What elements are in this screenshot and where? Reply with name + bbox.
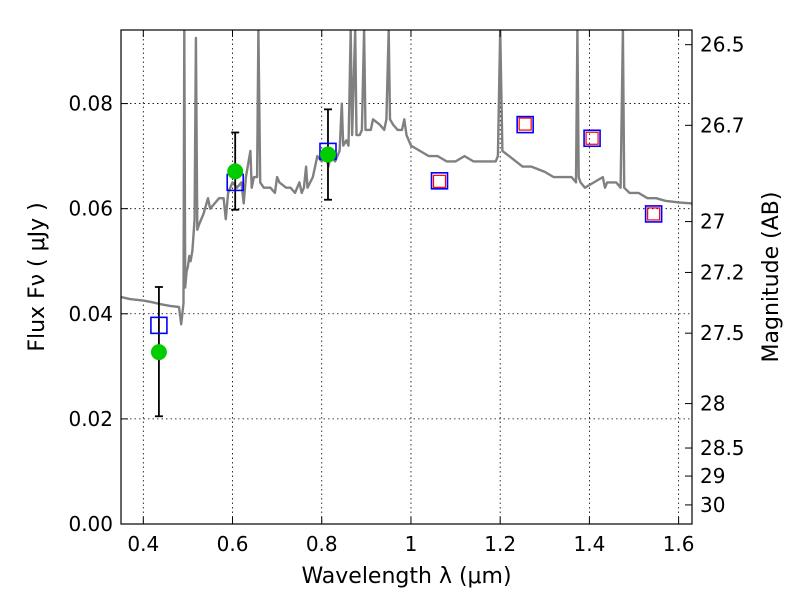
- observed-ir-square: [432, 174, 447, 188]
- y-tick-label: 0.06: [68, 197, 113, 221]
- plot-frame: [120, 29, 693, 525]
- mag-tick-label: 29: [700, 464, 725, 488]
- markers: [150, 115, 663, 361]
- y-tick-label: 0.00: [68, 512, 113, 536]
- x-tick-label: 1.4: [573, 532, 605, 556]
- y-axis-label: Flux Fν ( μJy ): [25, 202, 50, 351]
- mag-tick-label: 28: [700, 392, 725, 416]
- observed-optical-circle: [319, 146, 336, 163]
- mag-tick-label: 27.5: [700, 321, 745, 345]
- mag-tick-label: 26.5: [700, 33, 745, 57]
- y-tick-label: 0.04: [68, 302, 113, 326]
- observed-ir-square: [647, 207, 661, 221]
- observed-optical-circle: [227, 163, 244, 180]
- model-photometry-square: [516, 115, 534, 134]
- mag-tick-label: 27: [700, 210, 725, 234]
- model-photometry-square: [644, 205, 663, 223]
- mag-tick-label: 26.7: [700, 113, 745, 137]
- y-tick-label: 0.08: [68, 92, 113, 116]
- model-photometry-square: [430, 172, 449, 190]
- y-tick-label: 0.02: [68, 407, 113, 431]
- x-tick-label: 0.6: [217, 532, 249, 556]
- x-tick-label: 0.8: [306, 532, 338, 556]
- x-tick-label: 1.2: [484, 532, 516, 556]
- x-tick-label: 0.4: [127, 532, 159, 556]
- spectrum-line: [121, 30, 692, 326]
- observed-ir-square: [518, 117, 532, 131]
- y2-axis-label: Magnitude (AB): [759, 192, 784, 363]
- mag-tick-label: 30: [700, 493, 725, 517]
- x-tick-label: 1: [405, 532, 418, 556]
- mag-tick-label: 27.2: [700, 260, 745, 284]
- model-photometry-square: [583, 129, 601, 148]
- x-axis-label: Wavelength λ (μm): [301, 564, 511, 589]
- error-bars: [154, 108, 332, 418]
- mag-tick-label: 28.5: [700, 436, 745, 460]
- observed-ir-square: [585, 131, 599, 145]
- x-tick-label: 1.6: [663, 532, 695, 556]
- model-photometry-square: [150, 316, 168, 335]
- observed-optical-circle: [150, 344, 167, 361]
- grid: [121, 30, 692, 525]
- ticks: 0.4 0.6 0.8 1 1.2 1.4 1.6 0.00 0.02 0.04 0.06 0.08 2…: [68, 30, 745, 556]
- model-spectrum: [121, 30, 692, 326]
